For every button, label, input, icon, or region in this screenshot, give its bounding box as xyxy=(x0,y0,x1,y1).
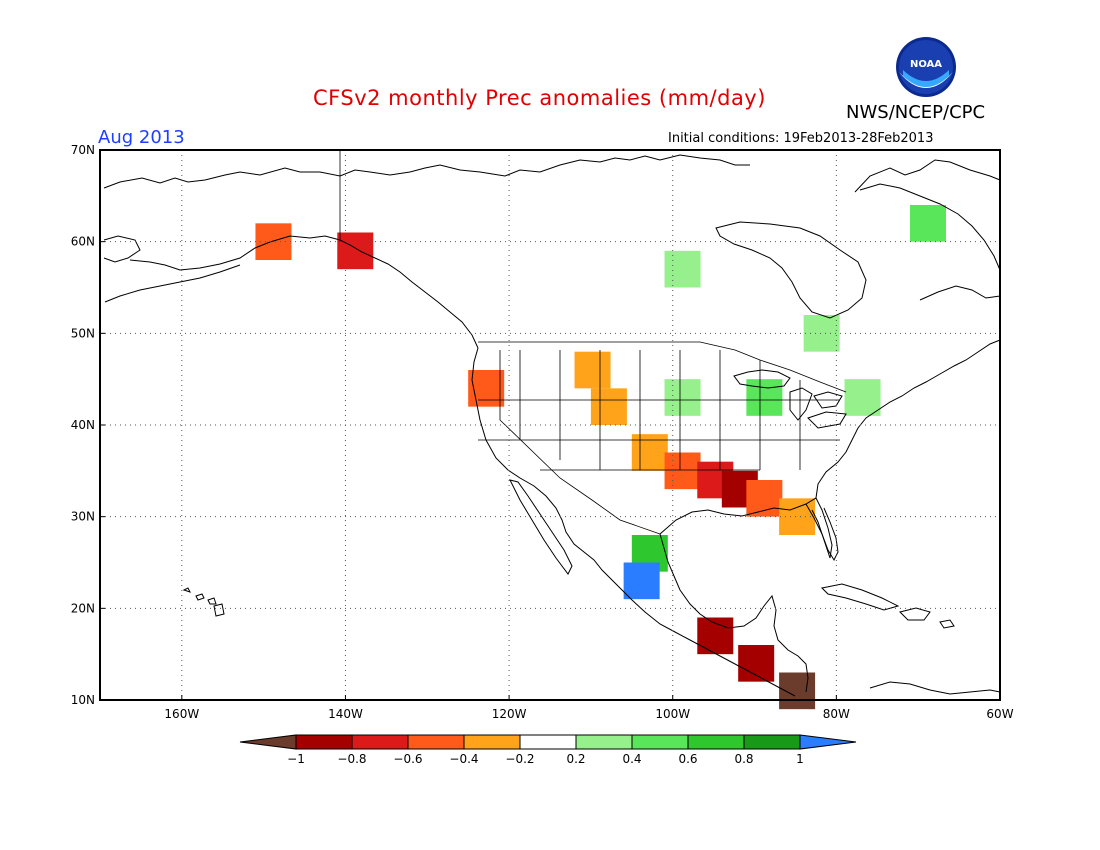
lat-tick-label: 40N xyxy=(71,418,95,432)
political-borders xyxy=(339,150,847,535)
colorbar-label: −0.2 xyxy=(505,752,534,766)
lat-tick-label: 50N xyxy=(71,326,95,340)
colorbar-segment xyxy=(631,734,689,750)
lat-tick-label: 60N xyxy=(71,235,95,249)
noaa-logo: NOAA xyxy=(896,37,956,97)
anomaly-cell xyxy=(623,562,660,600)
lon-tick-label: 160W xyxy=(164,707,199,721)
map-axes: 10N 20N 30N 40N 50N 60N 70N 160W 140W 120W 100W 80W… xyxy=(71,143,1014,721)
colorbar-arrow-low xyxy=(239,734,297,750)
organization-label: NWS/NCEP/CPC xyxy=(846,102,986,123)
lon-tick-label: 60W xyxy=(986,707,1013,721)
colorbar-label: −0.6 xyxy=(393,752,422,766)
colorbar-label: 1 xyxy=(796,752,804,766)
lon-tick-label: 80W xyxy=(823,707,850,721)
anomaly-cell xyxy=(746,480,783,517)
colorbar-segment xyxy=(519,734,577,750)
colorbar-segment xyxy=(295,734,353,750)
initial-conditions-label: Initial conditions: 19Feb2013-28Feb2013 xyxy=(668,131,934,146)
colorbar-label: 0.2 xyxy=(566,752,585,766)
anomaly-cell xyxy=(844,379,881,416)
colorbar-segment xyxy=(743,734,801,750)
anomaly-cell xyxy=(590,388,627,425)
anomaly-cell xyxy=(803,315,840,352)
lon-tick-label: 120W xyxy=(492,707,527,721)
anomaly-cell xyxy=(664,379,701,416)
colorbar-segment xyxy=(351,734,409,750)
colorbar-arrow-high xyxy=(799,734,857,750)
lat-tick-label: 10N xyxy=(71,693,95,707)
anomaly-cells xyxy=(255,205,946,710)
lat-lon-grid xyxy=(100,150,1000,700)
anomaly-cell xyxy=(468,370,505,407)
lat-tick-label: 30N xyxy=(71,510,95,524)
colorbar-segment xyxy=(575,734,633,750)
anomaly-cell xyxy=(664,250,701,288)
chart-title: CFSv2 monthly Prec anomalies (mm/day) xyxy=(313,86,766,110)
anomaly-cell xyxy=(337,232,374,270)
anomaly-cell xyxy=(738,645,775,682)
lat-tick-label: 20N xyxy=(71,601,95,615)
colorbar-label: −0.8 xyxy=(337,752,366,766)
anomaly-cell xyxy=(779,498,816,535)
colorbar-label: −0.4 xyxy=(449,752,478,766)
colorbar-label: 0.8 xyxy=(734,752,753,766)
forecast-month-label: Aug 2013 xyxy=(98,127,185,148)
anomaly-cell xyxy=(910,205,946,242)
lon-tick-label: 100W xyxy=(655,707,690,721)
colorbar-segment xyxy=(463,734,521,750)
anomaly-cell xyxy=(664,452,701,490)
anomaly-cell xyxy=(574,351,611,389)
colorbar-label: −1 xyxy=(287,752,305,766)
lon-tick-label: 140W xyxy=(328,707,363,721)
colorbar-segment xyxy=(407,734,465,750)
lat-tick-label: 70N xyxy=(71,143,95,157)
colorbar-label: 0.4 xyxy=(622,752,641,766)
colorbar-label: 0.6 xyxy=(678,752,697,766)
noaa-logo-text: NOAA xyxy=(910,59,942,70)
anomaly-cell xyxy=(746,379,783,416)
colorbar-segment xyxy=(687,734,745,750)
colorbar: −1 −0.8 −0.6 −0.4 −0.2 0.2 0.4 0.6 0.8 1 xyxy=(239,734,857,766)
